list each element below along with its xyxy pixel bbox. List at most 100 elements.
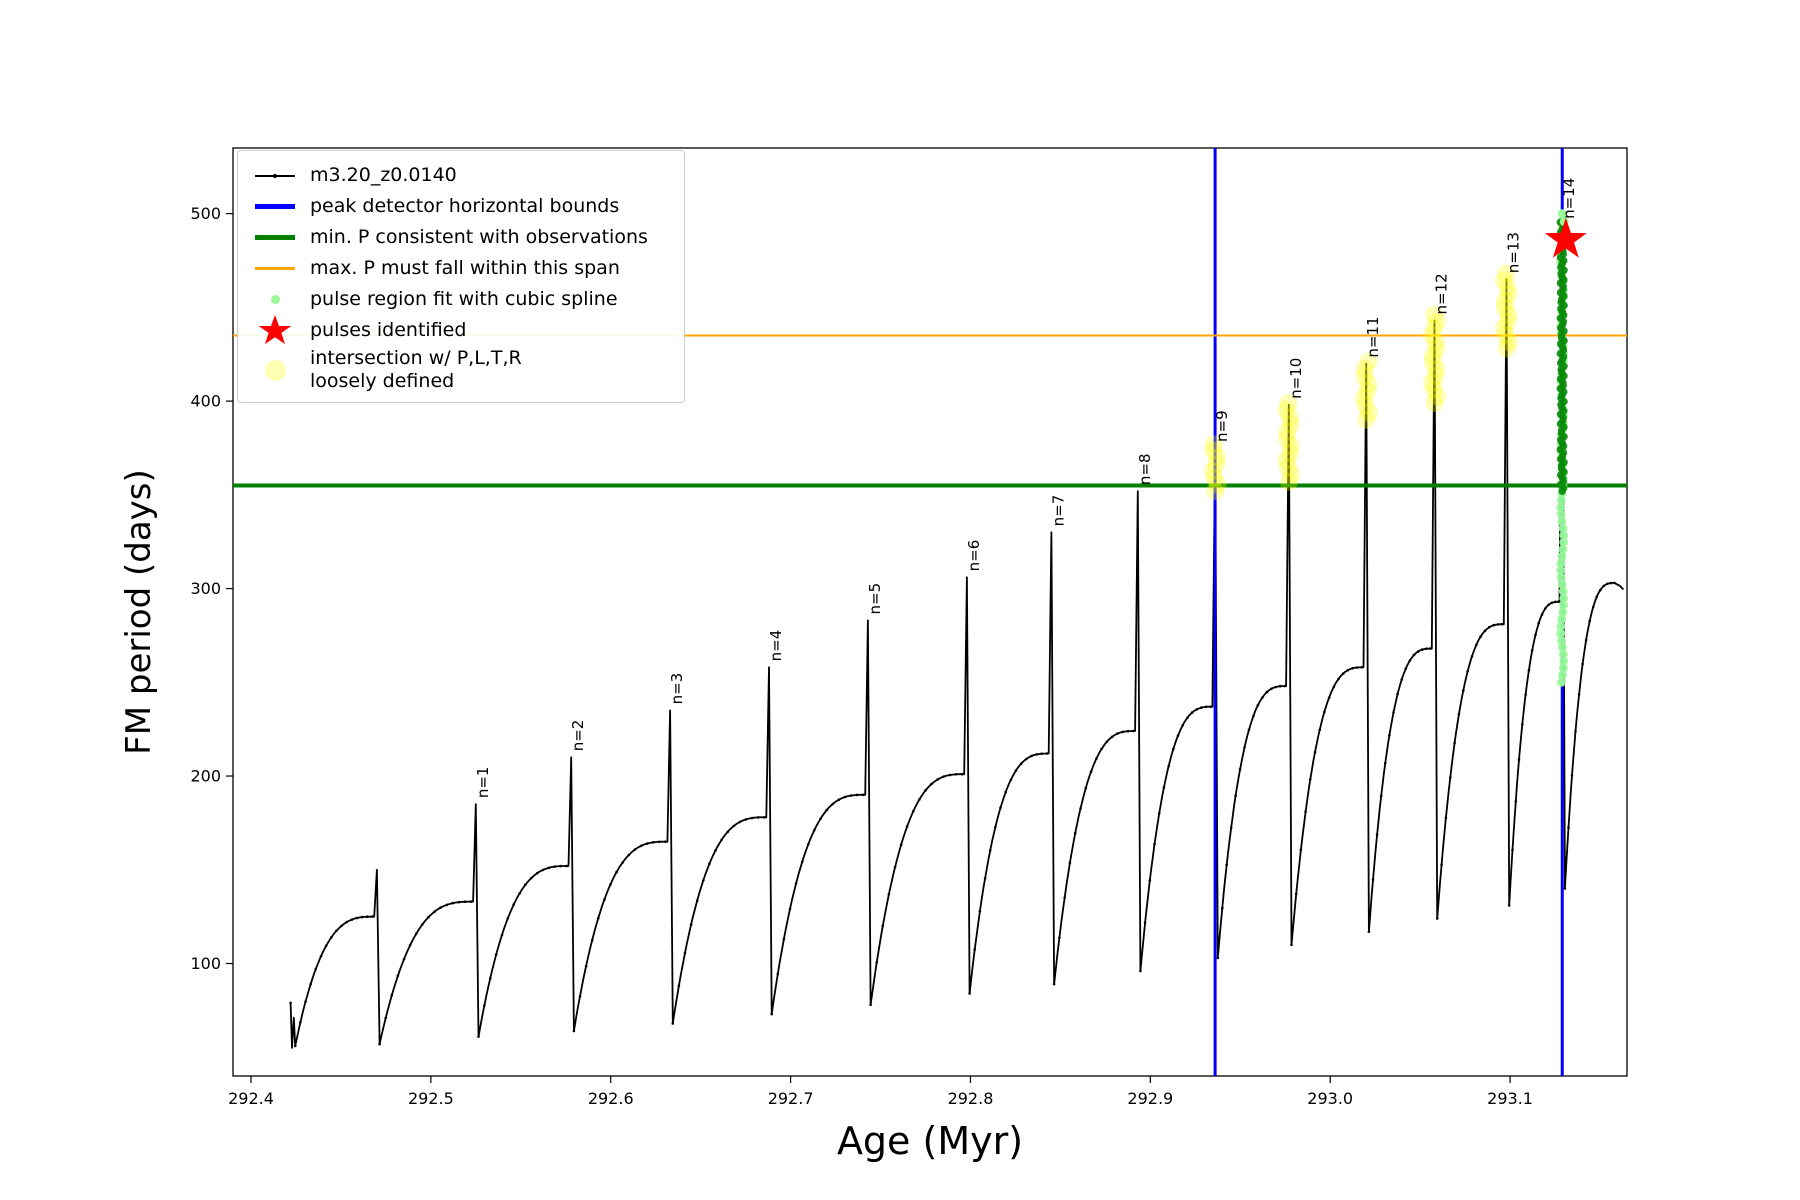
series-marker-dot: [1557, 600, 1560, 603]
series-marker-dot: [584, 964, 588, 968]
intersection-dot: [1208, 475, 1227, 494]
series-marker-dot: [402, 957, 406, 961]
series-marker-dot: [1073, 831, 1077, 835]
series-marker-dot: [1550, 601, 1554, 605]
intersection-dot: [1495, 319, 1514, 338]
series-marker-dot: [999, 806, 1002, 809]
series-marker-dot: [1577, 693, 1581, 696]
series-marker-dot: [794, 882, 798, 885]
spline-dot: [1557, 551, 1567, 561]
series-marker-dot: [1079, 807, 1082, 810]
series-marker-dot: [893, 866, 897, 869]
x-tick-label: 292.6: [588, 1089, 634, 1108]
series-marker-dot: [1375, 833, 1379, 836]
pulse-label: n=2: [569, 720, 587, 752]
series-marker-dot: [825, 808, 828, 812]
series-marker-dot: [1181, 724, 1184, 727]
series-marker-dot: [1313, 750, 1317, 754]
series-marker-dot: [708, 862, 711, 866]
series-marker-dot: [899, 843, 903, 846]
intersection-dot: [1206, 482, 1225, 501]
series-marker-dot: [615, 870, 618, 874]
intersection-dot: [1277, 401, 1296, 420]
series-marker-dot: [1521, 723, 1524, 726]
y-tick-label: 500: [190, 204, 221, 223]
series-marker-dot: [881, 924, 885, 928]
series-marker-dot: [1105, 740, 1109, 743]
series-marker-dot: [590, 938, 594, 942]
series-marker-dot: [1537, 621, 1540, 625]
intersection-dot: [1423, 346, 1442, 365]
series-marker-dot: [732, 824, 736, 828]
series-marker-dot: [726, 830, 729, 834]
intersection-dot: [1282, 465, 1301, 484]
spline-dot: [1556, 558, 1566, 568]
series-marker-dot: [819, 817, 822, 821]
series-marker-dot: [639, 844, 643, 848]
series-marker-dot: [645, 842, 649, 845]
series-marker-dot: [1332, 685, 1336, 689]
intersection-dot: [1495, 291, 1514, 310]
series-marker-dot: [627, 853, 631, 857]
series-marker-dot: [770, 1012, 773, 1016]
intersection-dot: [1500, 332, 1519, 351]
intersection-dot: [1354, 389, 1373, 407]
series-marker-dot: [384, 1016, 388, 1020]
series-marker-dot: [936, 778, 939, 781]
intersection-dot: [1204, 435, 1223, 454]
series-marker-dot: [671, 1022, 675, 1025]
series-marker-dot: [1355, 666, 1359, 669]
line-dot-swatch-icon: [250, 174, 300, 178]
axes-ticks-and-labels: 292.4 292.5 292.6 292.7 292.8 292.9 293.0 293.1…: [119, 204, 1533, 1163]
series-marker-dot: [1496, 623, 1500, 626]
series-marker-dot: [800, 860, 804, 864]
series-marker-dot: [1186, 716, 1189, 720]
y-tick-label: 400: [190, 392, 221, 411]
series-marker-dot: [714, 849, 717, 852]
intersection-dot: [1428, 312, 1447, 331]
series-marker-dot: [1457, 713, 1461, 716]
series-marker-dot: [1341, 672, 1345, 675]
series-marker-dot: [1475, 643, 1478, 647]
series-marker-dot: [1030, 754, 1033, 758]
series-marker-dot: [469, 900, 473, 903]
series-marker-dot: [948, 773, 952, 777]
series-marker-dot: [788, 907, 792, 911]
series-marker-dot: [1167, 765, 1170, 768]
series-marker-dot: [457, 900, 461, 904]
spline-dot: [1559, 530, 1569, 540]
pulse-label: n=10: [1287, 358, 1305, 399]
pulse-label: n=6: [965, 540, 983, 572]
series-marker-dot: [1063, 896, 1066, 899]
series-marker-dot: [1470, 655, 1474, 658]
intersection-dot: [1425, 319, 1444, 338]
series-marker-dot: [1404, 667, 1408, 670]
series-marker-dot: [572, 1029, 576, 1033]
series-marker-dot: [578, 995, 582, 998]
series-marker-dot: [954, 773, 958, 776]
pulse-label: n=12: [1433, 273, 1451, 314]
series-marker-dot: [396, 974, 400, 978]
spline-dot: [1556, 621, 1566, 631]
series-marker-dot: [1444, 816, 1448, 819]
series-marker-dot: [1148, 879, 1152, 882]
legend-item-max-period: max. P must fall within this span: [250, 253, 672, 284]
intersection-dot: [1497, 339, 1516, 358]
legend-label-max-period: max. P must fall within this span: [310, 256, 620, 279]
intersection-dot: [1359, 374, 1378, 393]
series-marker-dot: [304, 1000, 307, 1003]
plot-border: [232, 147, 1628, 1077]
series-marker-dot: [371, 915, 374, 918]
intersection-dot: [1279, 394, 1298, 412]
series-marker-dot: [1195, 708, 1199, 711]
series-marker-dot: [1229, 826, 1233, 829]
series-marker-dot: [324, 944, 328, 948]
series-marker-dot: [350, 918, 354, 921]
intersection-dot: [1281, 444, 1300, 463]
series-marker-dot: [1425, 647, 1428, 650]
x-axis-label: Age (Myr): [837, 1119, 1023, 1163]
series-marker-dot: [1052, 982, 1056, 986]
x-tick-label: 292.8: [948, 1089, 994, 1108]
legend-label-series: m3.20_z0.0140: [310, 163, 457, 186]
legend-label-spline: pulse region fit with cubic spline: [310, 287, 618, 310]
